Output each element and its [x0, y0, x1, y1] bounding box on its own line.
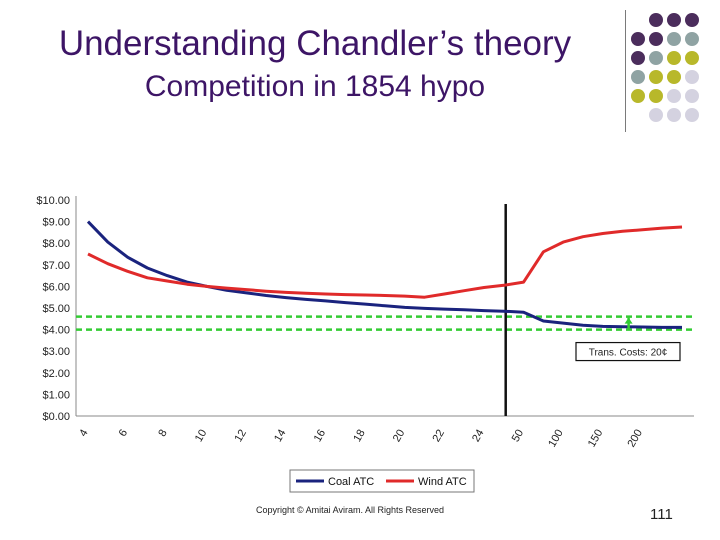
x-tick-label: 14 — [272, 428, 289, 445]
decorative-dot — [631, 32, 645, 46]
x-tick-label: 20 — [391, 428, 408, 445]
x-tick-label: 16 — [312, 428, 329, 445]
y-tick-label: $0.00 — [42, 411, 70, 423]
decorative-dot — [667, 89, 681, 103]
y-tick-label: $7.00 — [42, 260, 70, 272]
slide-subtitle: Competition in 1854 hypo — [144, 70, 486, 103]
x-tick-label: 24 — [470, 428, 487, 445]
atc-line-chart: $0.00 $1.00 $2.00 $3.00 $4.00 $5.00 $6.00 $7.00… — [36, 195, 694, 493]
decorative-dot — [685, 108, 699, 122]
slide-title: Understanding Chandler’s theory — [58, 24, 572, 63]
y-tick-label: $3.00 — [42, 346, 70, 358]
decorative-dot — [667, 70, 681, 84]
decorative-dot — [685, 70, 699, 84]
legend-label: Coal ATC — [328, 476, 374, 488]
x-tick-label: 150 — [586, 428, 606, 450]
decorative-dot — [685, 13, 699, 27]
y-tick-label: $6.00 — [42, 281, 70, 293]
legend-box — [289, 469, 475, 493]
y-tick-label: $5.00 — [42, 303, 70, 315]
decorative-dot — [685, 32, 699, 46]
x-tick-label: 200 — [625, 428, 645, 450]
decorative-dot — [667, 51, 681, 65]
decorative-dot — [667, 13, 681, 27]
decorative-dot — [631, 89, 645, 103]
x-tick-label: 6 — [117, 428, 130, 439]
decorative-dot — [649, 13, 663, 27]
x-tick-label: 22 — [430, 428, 447, 445]
page-number: 111 — [650, 506, 673, 523]
y-tick-label: $9.00 — [42, 217, 70, 229]
x-tick-label: 12 — [232, 428, 249, 445]
copyright-text: Copyright © Amitai Aviram. All Rights Re… — [256, 505, 445, 515]
y-tick-label: $8.00 — [42, 238, 70, 250]
decorative-dot — [631, 51, 645, 65]
y-tick-label: $1.00 — [42, 389, 70, 401]
decorative-dot — [649, 51, 663, 65]
decorative-dot — [649, 70, 663, 84]
chart-area: $0.00 $1.00 $2.00 $3.00 $4.00 $5.00 $6.00 $7.00… — [14, 168, 706, 496]
decorative-dot — [649, 32, 663, 46]
y-tick-label: $10.00 — [36, 195, 70, 207]
x-tick-label: 10 — [193, 428, 210, 445]
decorative-dot-grid — [631, 13, 699, 122]
decorative-dot — [685, 51, 699, 65]
x-tick-label: 100 — [546, 428, 566, 450]
y-tick-label: $4.00 — [42, 325, 70, 337]
decorative-dot — [685, 89, 699, 103]
annotation-box — [575, 341, 681, 362]
annotation-text: Trans. Costs: 20¢ — [589, 348, 668, 359]
x-tick-label: 8 — [156, 428, 169, 439]
decorative-dot — [631, 70, 645, 84]
x-tick-label: 50 — [510, 427, 527, 444]
x-tick-label: 4 — [77, 428, 90, 439]
decorative-dot — [649, 89, 663, 103]
wind-atc-line — [87, 225, 683, 299]
trans-cost-arrowhead — [624, 317, 633, 324]
coal-atc-line — [86, 220, 682, 329]
decorative-dot — [667, 108, 681, 122]
decorative-dot — [667, 32, 681, 46]
y-tick-label: $2.00 — [42, 368, 70, 380]
x-tick-label: 18 — [351, 428, 368, 445]
title-divider — [625, 10, 626, 132]
legend-label: Wind ATC — [418, 476, 467, 488]
decorative-dot — [649, 108, 663, 122]
